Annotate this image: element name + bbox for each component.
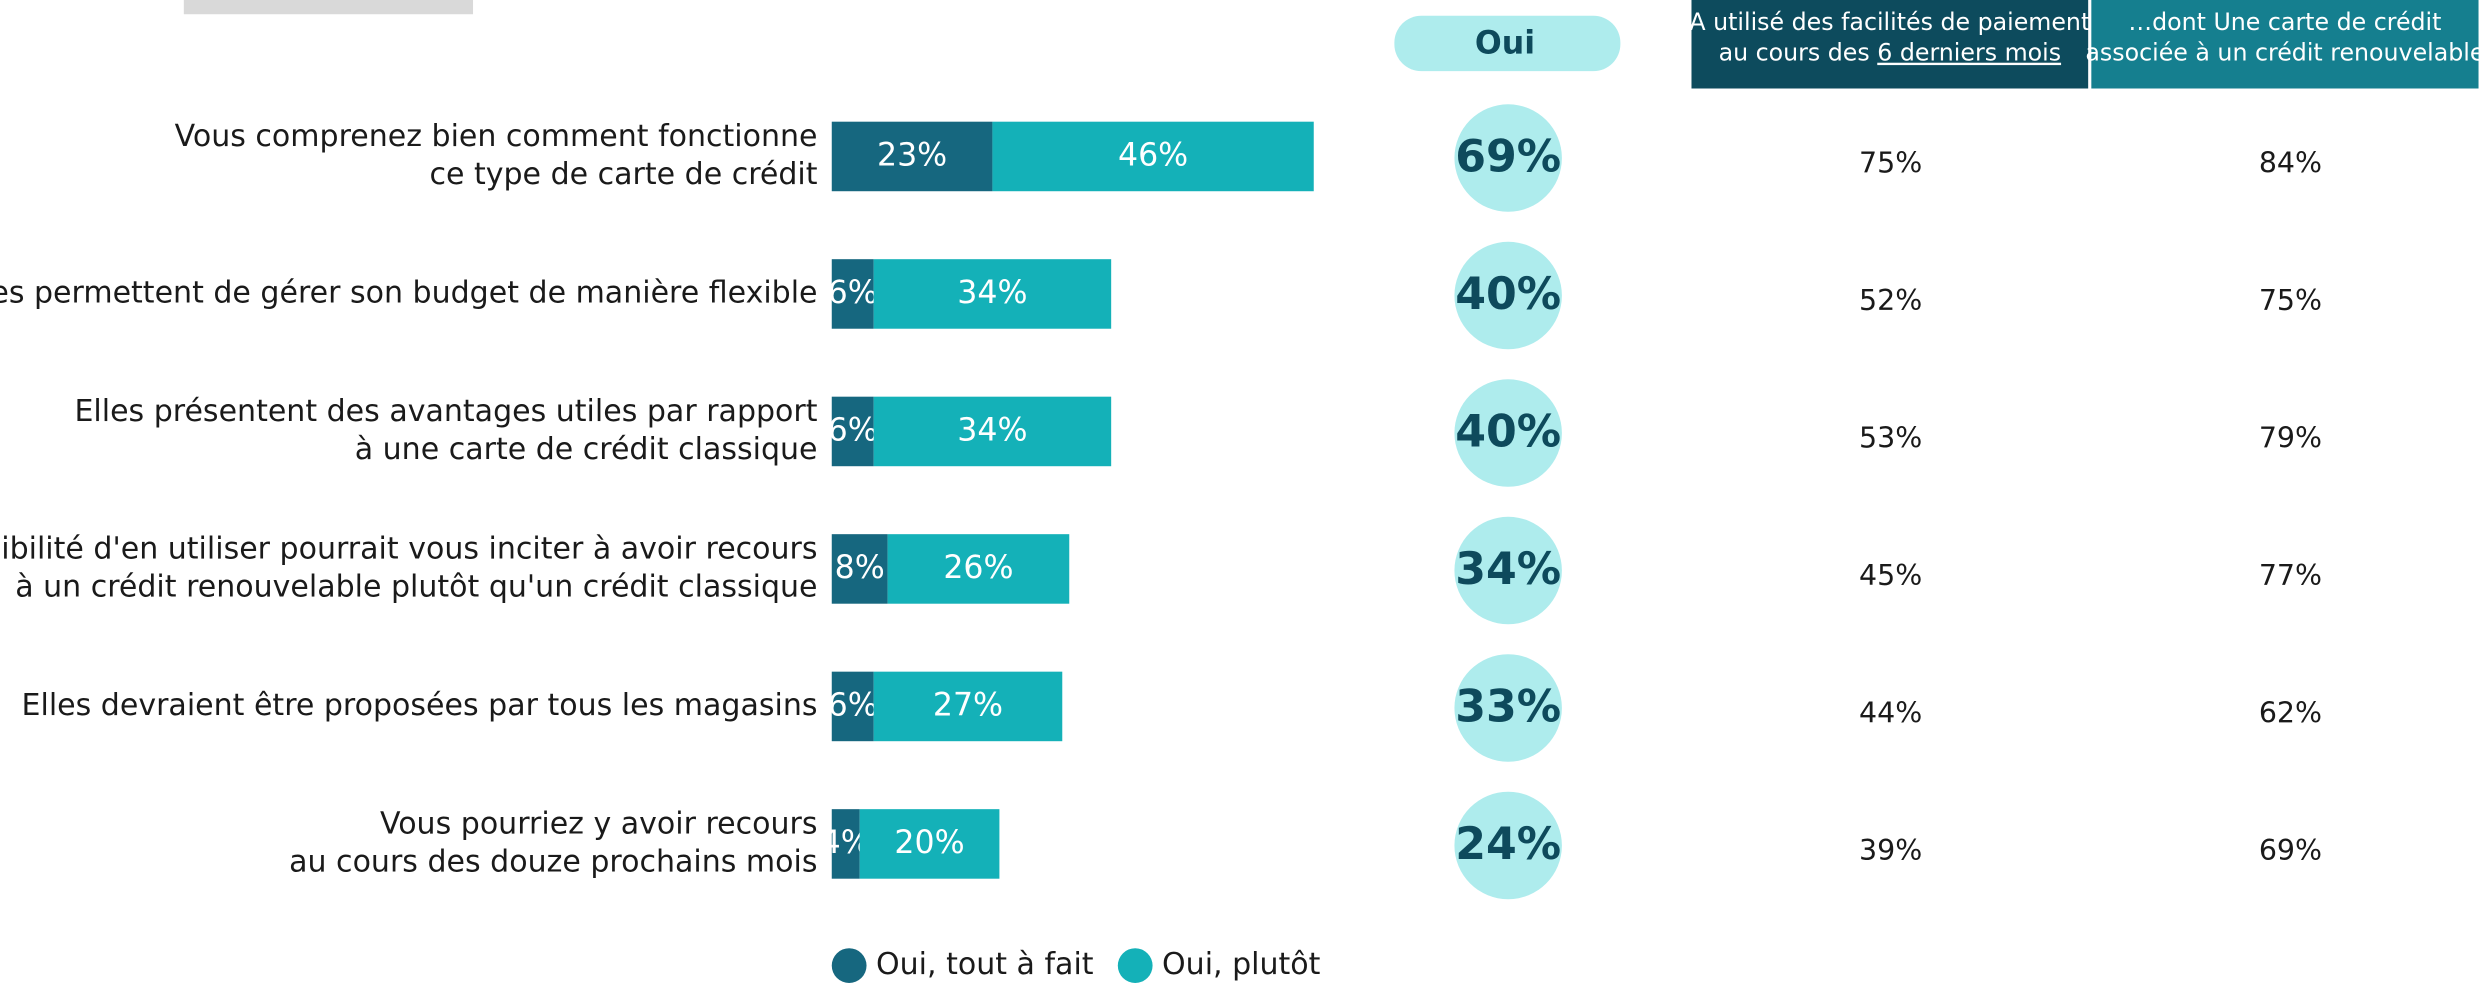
total-header: Oui <box>1475 25 1535 61</box>
total-circle <box>1454 516 1562 625</box>
total-circle <box>1454 104 1562 212</box>
bar <box>859 809 1000 879</box>
value-label: 26% <box>943 550 1013 586</box>
total-circle <box>1454 379 1562 487</box>
bar <box>831 259 874 329</box>
bar <box>873 396 1112 467</box>
column-header-box <box>2091 0 2479 89</box>
value-label: 6% <box>828 412 878 448</box>
total-label: 40% <box>1455 269 1561 320</box>
value-label: 34% <box>957 275 1027 311</box>
column-value: 75% <box>1859 146 1922 179</box>
bar <box>831 671 874 742</box>
bar <box>873 671 1063 742</box>
legend-swatch <box>1117 948 1153 983</box>
total-circle <box>1454 791 1562 900</box>
legend-label: Oui, tout à fait <box>876 947 1094 982</box>
value-label: 6% <box>828 687 878 723</box>
total-label: 33% <box>1455 682 1561 733</box>
category-label: Elles permettent de gérer son budget de … <box>0 275 818 310</box>
category-label: La possibilité d'en utiliser pourrait vo… <box>0 531 818 566</box>
column-header-part: au cours des <box>1719 38 1878 66</box>
category-label: Elles présentent des avantages utiles pa… <box>74 394 817 429</box>
value-label: 23% <box>877 137 947 173</box>
column-value: 62% <box>2259 696 2322 729</box>
bar <box>831 534 888 604</box>
bar <box>831 396 874 467</box>
total-label: 34% <box>1455 544 1561 595</box>
bar <box>873 259 1112 329</box>
total-label: 69% <box>1455 132 1561 183</box>
header-box <box>183 0 474 15</box>
column-value: 52% <box>1859 284 1922 317</box>
value-label: 27% <box>933 687 1003 723</box>
column-header: …dont Une carte de crédit <box>2128 8 2441 36</box>
column-value: 45% <box>1859 559 1922 592</box>
category-label: Vous pourriez y avoir recours <box>380 806 818 841</box>
bar <box>831 809 860 879</box>
category-label: au cours des douze prochains mois <box>289 844 817 879</box>
bar <box>831 121 993 192</box>
column-value: 77% <box>2259 559 2322 592</box>
bar <box>887 534 1070 604</box>
category-label: Vous comprenez bien comment fonctionne <box>175 119 818 154</box>
column-value: 53% <box>1859 421 1922 454</box>
column-value: 39% <box>1859 834 1922 867</box>
legend-label: Oui, plutôt <box>1162 947 1321 982</box>
bar <box>992 121 1314 192</box>
value-label: 6% <box>828 275 878 311</box>
value-label: 34% <box>957 412 1027 448</box>
category-label: ce type de carte de crédit <box>429 157 817 192</box>
column-value: 84% <box>2259 146 2322 179</box>
column-header: A utilisé des facilités de paiement <box>1689 8 2090 36</box>
total-label: 24% <box>1455 819 1561 870</box>
category-label: à un crédit renouvelable plutôt qu'un cr… <box>15 569 817 604</box>
column-header-part: 6 derniers mois <box>1877 38 2061 66</box>
column-header: au cours des 6 derniers mois <box>1719 38 2061 66</box>
column-header: associée à un crédit renouvelable <box>2085 38 2479 66</box>
total-circle <box>1454 241 1562 350</box>
column-value: 79% <box>2259 421 2322 454</box>
value-label: 20% <box>894 825 964 861</box>
total-header-pill <box>1394 15 1621 72</box>
category-label: à une carte de crédit classique <box>355 432 818 467</box>
total-label: 40% <box>1455 407 1561 458</box>
column-header-box <box>1691 0 2089 89</box>
value-label: 8% <box>835 550 885 586</box>
value-label: 46% <box>1118 137 1188 173</box>
column-header-part: associée à un crédit renouvelable <box>2085 38 2479 66</box>
column-value: 44% <box>1859 696 1922 729</box>
column-value: 75% <box>2259 284 2322 317</box>
category-label: Elles devraient être proposées par tous … <box>22 688 818 723</box>
total-circle <box>1454 654 1562 762</box>
column-value: 69% <box>2259 834 2322 867</box>
legend-swatch <box>831 948 867 983</box>
